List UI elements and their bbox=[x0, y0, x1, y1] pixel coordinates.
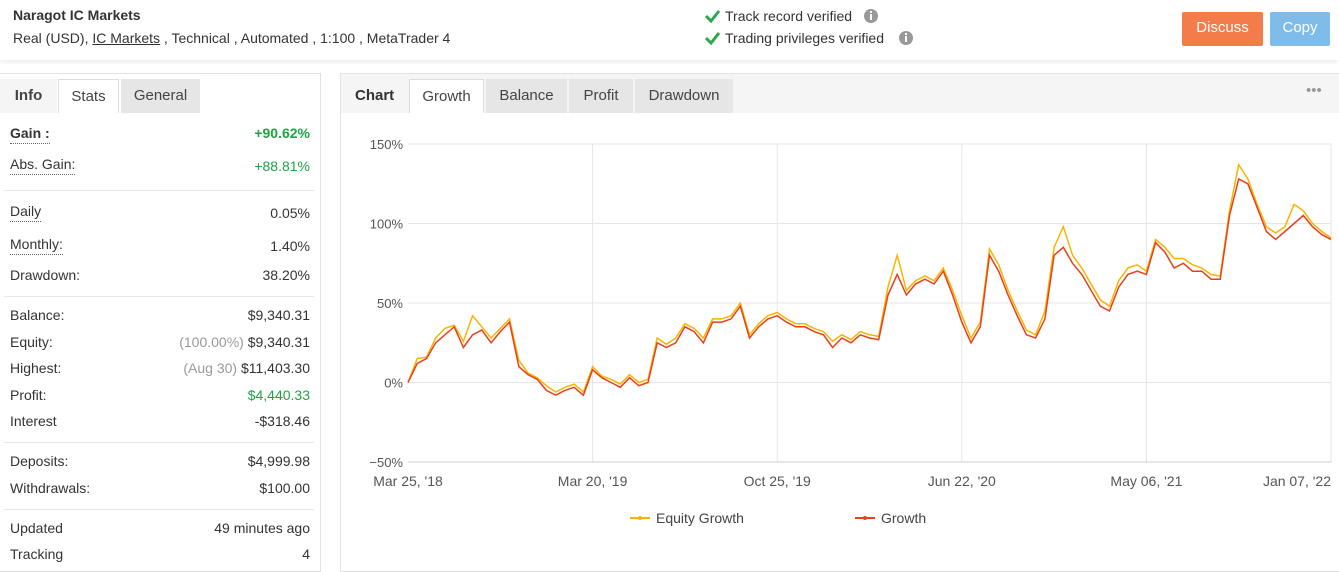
stat-row: Profit: $4,440.33 bbox=[10, 385, 310, 405]
stat-value: 4 bbox=[302, 546, 310, 562]
copy-button[interactable]: Copy bbox=[1270, 12, 1330, 46]
stat-label: Deposits: bbox=[10, 453, 69, 469]
stat-label: Gain : bbox=[10, 123, 50, 144]
stat-value: 0.05% bbox=[270, 205, 310, 221]
y-tick-label: 50% bbox=[377, 296, 403, 311]
stat-note: (100.00%) bbox=[179, 334, 244, 350]
chart-label: Chart bbox=[355, 87, 395, 104]
tab-profit[interactable]: Profit bbox=[569, 79, 633, 113]
y-tick-label: 0% bbox=[384, 376, 403, 391]
details-text: , Technical , Automated , 1:100 , MetaTr… bbox=[160, 30, 451, 46]
legend-marker-dot bbox=[638, 516, 642, 520]
stat-value: $4,440.33 bbox=[247, 387, 310, 403]
account-details: Real (USD), IC Markets , Technical , Aut… bbox=[13, 30, 450, 46]
stat-value: 38.20% bbox=[262, 267, 310, 283]
stat-value: 1.40% bbox=[270, 238, 310, 254]
stat-label: Highest: bbox=[10, 360, 62, 376]
stat-value: +88.81% bbox=[254, 158, 310, 174]
discuss-button[interactable]: Discuss bbox=[1182, 12, 1263, 46]
stat-row: Equity: (100.00%) $9,340.31 bbox=[10, 332, 310, 352]
tab-info[interactable]: Info bbox=[0, 79, 57, 113]
account-title: Naragot IC Markets bbox=[13, 7, 141, 23]
info-glyph bbox=[905, 33, 907, 35]
stat-note: (Aug 30) bbox=[183, 360, 238, 376]
stat-value: $11,403.30 bbox=[240, 360, 310, 376]
stat-label: Updated bbox=[10, 520, 63, 536]
check-icon bbox=[704, 10, 721, 24]
tab-growth[interactable]: Growth bbox=[409, 79, 484, 113]
separator bbox=[4, 296, 314, 297]
tab-stats[interactable]: Stats bbox=[58, 79, 119, 113]
verified-item: Track record verified bbox=[725, 8, 853, 24]
x-tick-label: Oct 25, '19 bbox=[744, 473, 811, 489]
stat-value: 49 minutes ago bbox=[214, 520, 310, 536]
legend-label: Equity Growth bbox=[656, 510, 744, 526]
separator bbox=[4, 509, 314, 510]
info-glyph bbox=[905, 36, 907, 42]
stat-row: Updated 49 minutes ago bbox=[10, 518, 310, 538]
legend-label: Growth bbox=[881, 510, 926, 526]
tab-general[interactable]: General bbox=[121, 79, 200, 113]
separator bbox=[4, 442, 314, 443]
series-line bbox=[407, 162, 1332, 394]
header: Naragot IC Markets Real (USD), IC Market… bbox=[0, 0, 1339, 60]
stat-label: Interest bbox=[10, 413, 57, 429]
stat-label: Equity: bbox=[10, 334, 53, 350]
broker-link[interactable]: IC Markets bbox=[92, 30, 161, 46]
stat-label: Monthly: bbox=[10, 234, 63, 255]
stat-row: Highest: (Aug 30) $11,403.30 bbox=[10, 358, 310, 378]
stat-row: Monthly: 1.40% bbox=[10, 236, 310, 256]
stat-value: $4,999.98 bbox=[247, 453, 310, 469]
tab-drawdown[interactable]: Drawdown bbox=[635, 79, 733, 113]
x-tick-label: Jan 07, '22 bbox=[1263, 473, 1331, 489]
stat-row: Tracking 4 bbox=[10, 544, 310, 564]
x-tick-label: Mar 25, '18 bbox=[373, 473, 443, 489]
stat-row: Interest -$318.46 bbox=[10, 411, 310, 431]
stat-value: +90.62% bbox=[254, 125, 310, 141]
y-tick-label: 100% bbox=[370, 217, 404, 232]
stat-value: -$318.46 bbox=[254, 413, 310, 429]
separator bbox=[4, 190, 314, 191]
stat-row: Deposits: $4,999.98 bbox=[10, 451, 310, 471]
stat-value: $100.00 bbox=[259, 480, 310, 496]
info-icons bbox=[864, 9, 913, 45]
x-tick-label: May 06, '21 bbox=[1110, 473, 1182, 489]
stat-row: Drawdown: 38.20% bbox=[10, 265, 310, 285]
stat-label: Drawdown: bbox=[10, 267, 81, 283]
series-line bbox=[407, 177, 1332, 397]
stat-label: Balance: bbox=[10, 307, 65, 323]
chart: −50% 0% 50% 100% 150% Mar 25, '18 Mar 20, '19 O… bbox=[369, 137, 1332, 526]
check-icons bbox=[704, 10, 721, 46]
stat-row: Balance: $9,340.31 bbox=[10, 305, 310, 325]
info-glyph bbox=[870, 11, 872, 13]
y-tick-label: 150% bbox=[370, 137, 404, 152]
check-icon bbox=[704, 32, 721, 46]
verified-item: Trading privileges verified bbox=[725, 30, 884, 46]
stat-row: Daily 0.05% bbox=[10, 203, 310, 223]
stat-label: Profit: bbox=[10, 387, 47, 403]
menu-button[interactable]: ••• bbox=[1306, 82, 1322, 99]
y-tick-label: −50% bbox=[369, 455, 403, 470]
stat-label: Tracking bbox=[10, 546, 64, 562]
info-glyph bbox=[870, 14, 872, 20]
stat-value: $9,340.31 bbox=[247, 307, 310, 323]
stat-row: Withdrawals: $100.00 bbox=[10, 478, 310, 498]
tab-balance[interactable]: Balance bbox=[486, 79, 567, 113]
stat-label: Abs. Gain: bbox=[10, 154, 76, 175]
stat-row: Gain : +90.62% bbox=[10, 123, 310, 144]
x-tick-label: Mar 20, '19 bbox=[558, 473, 628, 489]
details-text: Real (USD), bbox=[13, 30, 93, 46]
stat-value: $9,340.31 bbox=[247, 334, 310, 350]
x-tick-label: Jun 22, '20 bbox=[928, 473, 996, 489]
stat-label: Daily bbox=[10, 201, 42, 222]
stat-label: Withdrawals: bbox=[10, 480, 91, 496]
stat-row: Abs. Gain: +88.81% bbox=[10, 156, 310, 176]
legend-marker-dot bbox=[863, 516, 867, 520]
